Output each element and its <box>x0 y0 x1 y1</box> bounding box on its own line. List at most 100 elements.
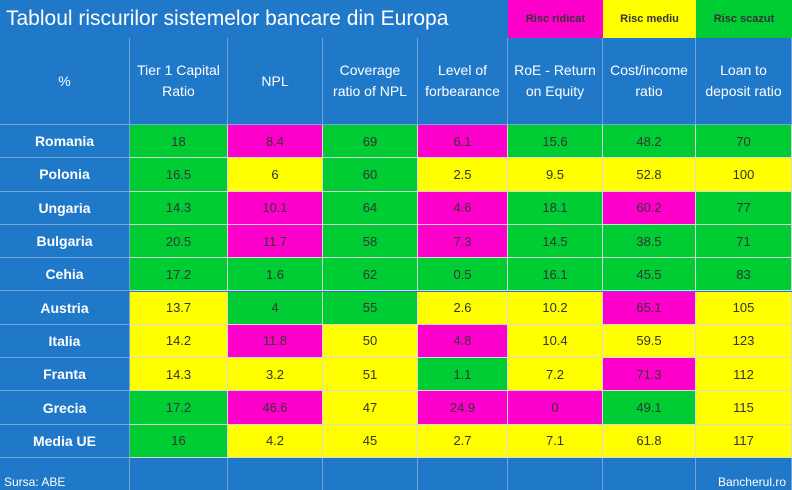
table-cell: 10.4 <box>508 324 603 359</box>
footer-strip-cell <box>0 458 130 490</box>
table-cell: 24.9 <box>418 391 508 425</box>
table-cell: 4 <box>228 291 323 325</box>
legend-item-risc-mediu: Risc mediu <box>603 0 696 38</box>
table-cell: 4.6 <box>418 191 508 225</box>
table-cell: 9.5 <box>508 158 603 192</box>
column-header: Level of forbearance <box>418 38 508 125</box>
table-cell: 0.5 <box>418 258 508 292</box>
row-label: Bulgaria <box>0 224 130 259</box>
table-cell: 8.4 <box>228 125 323 159</box>
table-cell: 14.3 <box>130 191 228 225</box>
table-cell: 16 <box>130 424 228 458</box>
source-note: Sursa: ABE <box>4 475 66 489</box>
table-cell: 51 <box>323 358 418 392</box>
table-cell: 83 <box>696 258 792 292</box>
table-cell: 20.5 <box>130 224 228 259</box>
table-cell: 60 <box>323 158 418 192</box>
table-cell: 16.5 <box>130 158 228 192</box>
table-cell: 11.8 <box>228 324 323 359</box>
table-cell: 64 <box>323 191 418 225</box>
table-cell: 14.5 <box>508 224 603 259</box>
table-cell: 55 <box>323 291 418 325</box>
row-label: Grecia <box>0 391 130 425</box>
table-cell: 60.2 <box>603 191 696 225</box>
column-header: Loan to deposit ratio <box>696 38 792 125</box>
row-label: Romania <box>0 125 130 159</box>
legend-item-risc-ridicat: Risc ridicat <box>508 0 603 38</box>
table-cell: 6.1 <box>418 125 508 159</box>
table-cell: 4.2 <box>228 424 323 458</box>
table-cell: 62 <box>323 258 418 292</box>
table-cell: 58 <box>323 224 418 259</box>
table-cell: 100 <box>696 158 792 192</box>
table-cell: 15.6 <box>508 125 603 159</box>
row-label: Cehia <box>0 258 130 292</box>
table-cell: 17.2 <box>130 258 228 292</box>
table-cell: 115 <box>696 391 792 425</box>
column-header: NPL <box>228 38 323 125</box>
table-cell: 2.5 <box>418 158 508 192</box>
table-cell: 112 <box>696 358 792 392</box>
table-cell: 0 <box>508 391 603 425</box>
table-cell: 16.1 <box>508 258 603 292</box>
table-cell: 2.7 <box>418 424 508 458</box>
table-cell: 1.1 <box>418 358 508 392</box>
footer-strip-cell <box>603 458 696 490</box>
table-cell: 77 <box>696 191 792 225</box>
table-cell: 2.6 <box>418 291 508 325</box>
table-cell: 123 <box>696 324 792 359</box>
table-cell: 105 <box>696 291 792 325</box>
table-cell: 4.8 <box>418 324 508 359</box>
table-cell: 117 <box>696 424 792 458</box>
footer-strip-cell <box>228 458 323 490</box>
footer-strip-cell <box>130 458 228 490</box>
table-cell: 38.5 <box>603 224 696 259</box>
row-label: Franta <box>0 358 130 392</box>
table-cell: 14.3 <box>130 358 228 392</box>
row-label: Austria <box>0 291 130 325</box>
table-cell: 71.3 <box>603 358 696 392</box>
corner-label: % <box>0 38 130 125</box>
table-cell: 49.1 <box>603 391 696 425</box>
table-cell: 7.3 <box>418 224 508 259</box>
table-cell: 65.1 <box>603 291 696 325</box>
table-cell: 71 <box>696 224 792 259</box>
table-cell: 1.6 <box>228 258 323 292</box>
column-header: Cost/income ratio <box>603 38 696 125</box>
table-cell: 45 <box>323 424 418 458</box>
legend-item-risc-scazut: Risc scazut <box>696 0 792 38</box>
table-cell: 18 <box>130 125 228 159</box>
column-header: RoE - Return on Equity <box>508 38 603 125</box>
table-cell: 10.2 <box>508 291 603 325</box>
footer-strip-cell <box>418 458 508 490</box>
table-cell: 69 <box>323 125 418 159</box>
table-cell: 61.8 <box>603 424 696 458</box>
row-label: Media UE <box>0 424 130 458</box>
row-label: Polonia <box>0 158 130 192</box>
table-cell: 17.2 <box>130 391 228 425</box>
table-cell: 7.1 <box>508 424 603 458</box>
table-cell: 13.7 <box>130 291 228 325</box>
column-header: Tier 1 Capital Ratio <box>130 38 228 125</box>
table-cell: 46.6 <box>228 391 323 425</box>
table-cell: 59.5 <box>603 324 696 359</box>
table-cell: 48.2 <box>603 125 696 159</box>
page-title: Tabloul riscurilor sistemelor bancare di… <box>6 7 449 30</box>
table-cell: 52.8 <box>603 158 696 192</box>
table-cell: 47 <box>323 391 418 425</box>
table-cell: 11.7 <box>228 224 323 259</box>
footer-strip-cell <box>323 458 418 490</box>
table-cell: 14.2 <box>130 324 228 359</box>
table-cell: 50 <box>323 324 418 359</box>
table-cell: 3.2 <box>228 358 323 392</box>
table-cell: 70 <box>696 125 792 159</box>
table-cell: 6 <box>228 158 323 192</box>
row-label: Ungaria <box>0 191 130 225</box>
brand-label: Bancherul.ro <box>717 475 786 489</box>
column-header: Coverage ratio of NPL <box>323 38 418 125</box>
table-cell: 10.1 <box>228 191 323 225</box>
table-cell: 7.2 <box>508 358 603 392</box>
row-label: Italia <box>0 324 130 359</box>
table-cell: 18.1 <box>508 191 603 225</box>
